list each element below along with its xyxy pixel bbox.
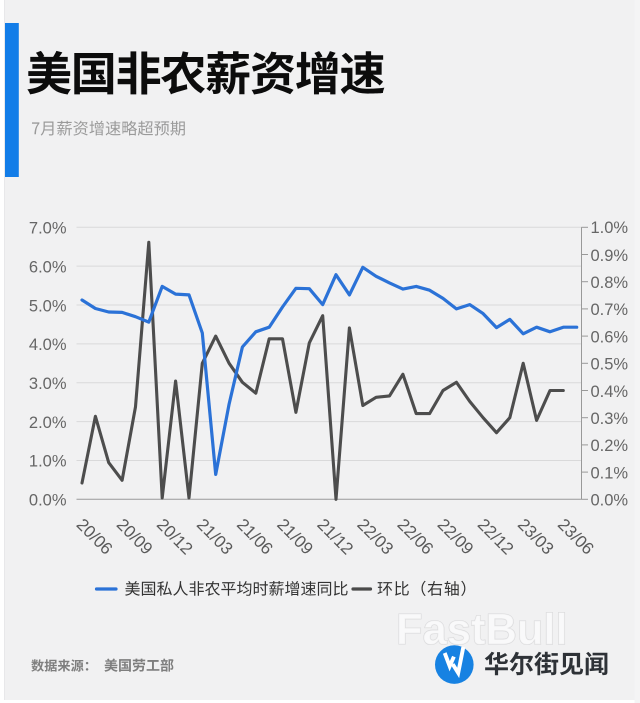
svg-text:2.0%: 2.0% (29, 414, 67, 432)
svg-text:FastBull: FastBull (396, 606, 568, 654)
svg-text:4.0%: 4.0% (29, 336, 67, 354)
svg-text:0.0%: 0.0% (29, 492, 67, 510)
svg-text:0.2%: 0.2% (591, 437, 629, 455)
svg-text:0.8%: 0.8% (591, 274, 629, 292)
svg-text:FastBull: FastBull (396, 606, 568, 654)
svg-text:0.1%: 0.1% (591, 464, 629, 482)
svg-text:0.7%: 0.7% (591, 301, 629, 319)
svg-text:1.0%: 1.0% (29, 453, 67, 471)
svg-text:0.4%: 0.4% (591, 383, 629, 401)
svg-text:0.6%: 0.6% (591, 328, 629, 346)
svg-text:0.5%: 0.5% (591, 356, 629, 374)
svg-text:6.0%: 6.0% (29, 259, 67, 277)
svg-text:7.0%: 7.0% (29, 220, 67, 238)
svg-text:0.9%: 0.9% (591, 247, 629, 265)
svg-text:1.0%: 1.0% (591, 219, 629, 237)
svg-text:0.0%: 0.0% (591, 492, 629, 510)
svg-text:3.0%: 3.0% (29, 375, 67, 393)
svg-text:0.3%: 0.3% (591, 410, 629, 428)
svg-text:5.0%: 5.0% (29, 297, 67, 315)
